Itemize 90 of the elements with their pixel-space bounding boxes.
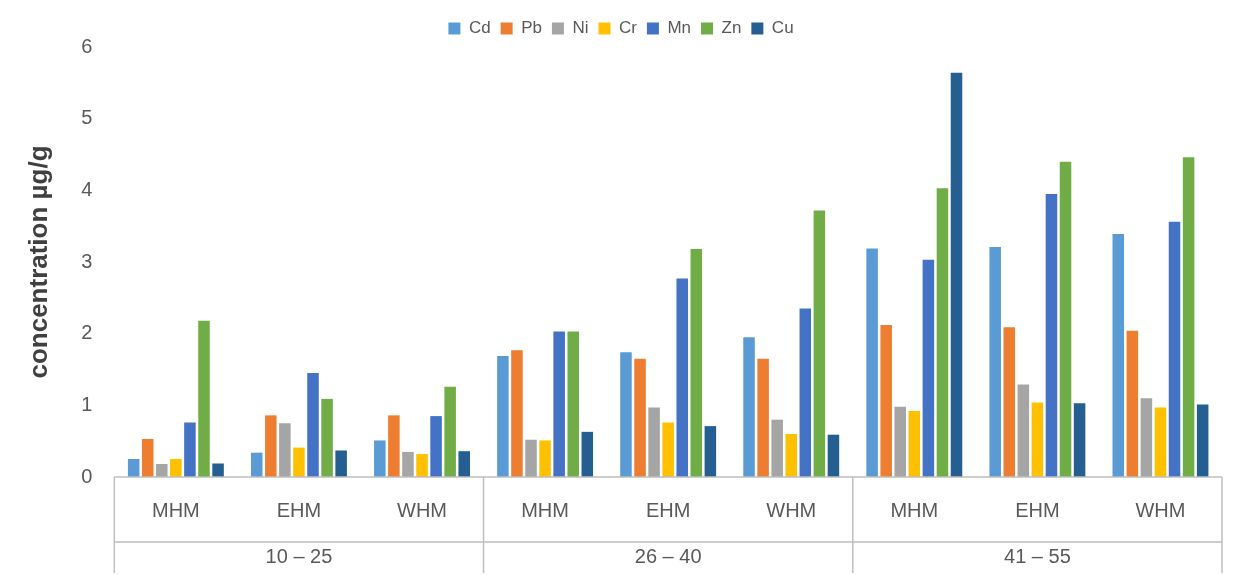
x-tick-label: WHM bbox=[766, 498, 817, 521]
bar bbox=[690, 249, 703, 477]
y-tick-label: 4 bbox=[81, 177, 93, 200]
y-tick-label: 0 bbox=[81, 464, 93, 487]
bar bbox=[1045, 193, 1058, 477]
x-tick-label: MHM bbox=[151, 498, 200, 521]
bar bbox=[321, 398, 333, 477]
bar bbox=[1003, 327, 1016, 477]
bar bbox=[771, 419, 783, 477]
bar bbox=[676, 278, 688, 477]
bar bbox=[662, 422, 674, 477]
x-tick-label: MHM bbox=[521, 498, 569, 521]
bar bbox=[1182, 157, 1195, 477]
bar bbox=[444, 386, 456, 477]
bar bbox=[799, 308, 812, 477]
bar bbox=[1168, 221, 1181, 477]
bar bbox=[511, 350, 523, 477]
bar bbox=[525, 439, 537, 477]
bar bbox=[141, 439, 154, 477]
bar bbox=[581, 431, 594, 477]
bar bbox=[936, 188, 949, 477]
y-axis-title: concentration µg/g bbox=[22, 145, 53, 379]
y-tick-label: 3 bbox=[81, 249, 93, 272]
bar bbox=[922, 259, 935, 477]
bar bbox=[634, 358, 646, 477]
bar bbox=[374, 440, 386, 477]
bar bbox=[1154, 407, 1167, 477]
legend-label: Cu bbox=[771, 18, 794, 38]
bar bbox=[813, 210, 826, 477]
bar bbox=[567, 331, 579, 477]
y-tick-label: 2 bbox=[81, 321, 93, 344]
bar bbox=[757, 358, 769, 477]
bar bbox=[430, 416, 442, 477]
text: 41 – 55 bbox=[1004, 544, 1071, 567]
bar bbox=[989, 246, 1001, 477]
x-tick-label: WHM bbox=[1135, 498, 1186, 521]
bar bbox=[1073, 403, 1086, 477]
bar bbox=[950, 72, 963, 477]
text: 10 – 25 bbox=[265, 544, 333, 567]
bar bbox=[620, 352, 632, 477]
bar bbox=[1059, 161, 1072, 477]
bar bbox=[279, 423, 291, 477]
bar bbox=[1126, 330, 1139, 477]
legend-label: Cr bbox=[618, 18, 638, 38]
bar bbox=[894, 406, 907, 477]
bar bbox=[827, 434, 840, 477]
bar bbox=[553, 331, 565, 477]
bar bbox=[127, 459, 140, 477]
x-tick-label: EHM bbox=[645, 498, 691, 521]
bar bbox=[416, 454, 428, 477]
bar bbox=[704, 426, 717, 477]
bar bbox=[1017, 384, 1030, 477]
bar bbox=[785, 434, 797, 477]
x-tick-label: WHM bbox=[397, 498, 447, 521]
bar bbox=[880, 325, 892, 477]
x-tick-label: MHM bbox=[890, 498, 939, 521]
bar bbox=[648, 407, 660, 477]
legend-label: Mn bbox=[667, 18, 692, 38]
bar bbox=[170, 459, 182, 477]
legend-label: Pb bbox=[521, 18, 542, 38]
bar bbox=[212, 463, 224, 477]
bar bbox=[497, 355, 509, 477]
bar bbox=[265, 415, 277, 477]
bar bbox=[293, 447, 305, 477]
legend-label: Cd bbox=[468, 18, 491, 38]
x-tick-label: EHM bbox=[1015, 498, 1060, 521]
x-tick-label: EHM bbox=[276, 498, 322, 521]
bar bbox=[198, 320, 210, 477]
bar bbox=[307, 373, 319, 477]
y-tick-label: 1 bbox=[81, 392, 93, 415]
bar bbox=[184, 422, 196, 477]
bar bbox=[402, 451, 414, 477]
bar bbox=[458, 451, 470, 477]
bar bbox=[743, 337, 755, 477]
bar bbox=[1140, 398, 1153, 477]
bar bbox=[250, 452, 263, 477]
legend-label: Ni bbox=[572, 18, 589, 38]
bar bbox=[335, 450, 347, 477]
bar bbox=[1112, 234, 1125, 477]
bar bbox=[156, 464, 168, 477]
y-tick-label: 5 bbox=[81, 106, 93, 129]
bar bbox=[388, 415, 400, 477]
bar bbox=[1196, 404, 1209, 477]
legend-label: Zn bbox=[721, 18, 742, 38]
text: 26 – 40 bbox=[634, 544, 702, 567]
bar bbox=[1031, 402, 1044, 477]
y-tick-label: 6 bbox=[81, 34, 93, 57]
bar bbox=[539, 440, 551, 477]
bar bbox=[866, 248, 878, 477]
bar bbox=[908, 411, 921, 477]
